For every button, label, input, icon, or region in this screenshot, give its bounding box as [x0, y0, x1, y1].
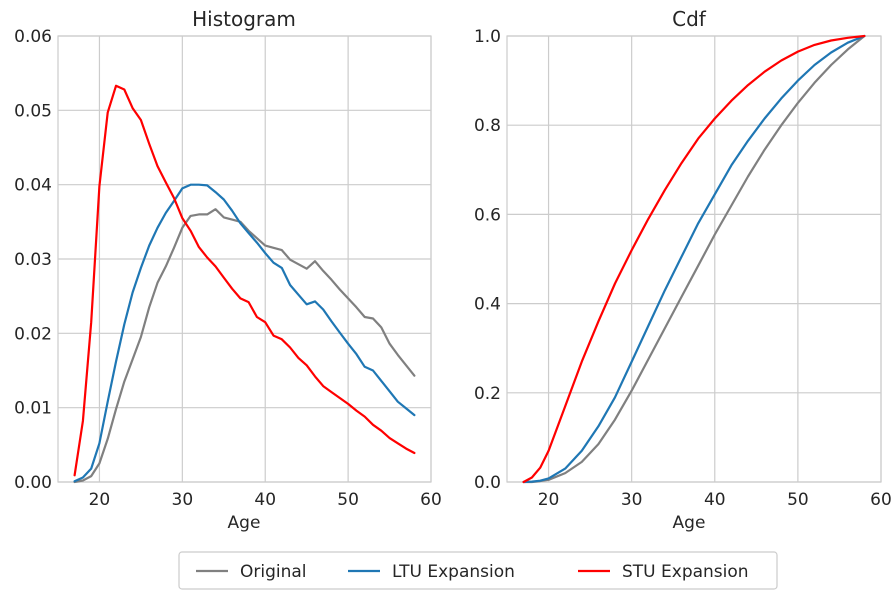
- cdf-ytick-label: 0.2: [474, 384, 501, 404]
- histogram-title: Histogram: [192, 7, 296, 31]
- legend-label-original: Original: [240, 562, 307, 582]
- cdf-ytick-label: 1.0: [474, 27, 501, 47]
- cdf-xtick-label: 50: [787, 490, 809, 510]
- histogram-xtick-label: 40: [254, 490, 276, 510]
- cdf-ytick-label: 0.0: [474, 473, 501, 493]
- histogram-ytick-label: 0.00: [14, 473, 52, 493]
- histogram-xtick-label: 30: [172, 490, 194, 510]
- histogram-ytick-label: 0.02: [14, 324, 52, 344]
- histogram-ytick-label: 0.03: [14, 250, 52, 270]
- cdf-xlabel: Age: [673, 513, 706, 533]
- histogram-ytick-label: 0.04: [14, 176, 52, 196]
- cdf-panel: Cdf Age 0.0 0.2 0.4 0.6 0.8 1.0 20 30 40 50 60: [474, 7, 892, 533]
- cdf-ytick-label: 0.8: [474, 116, 501, 136]
- histogram-ytick-label: 0.05: [14, 101, 52, 121]
- cdf-xtick-label: 40: [704, 490, 726, 510]
- cdf-xtick-label: 20: [538, 490, 560, 510]
- cdf-ytick-label: 0.4: [474, 295, 501, 315]
- histogram-series-original: [73, 208, 416, 484]
- cdf-xtick-label: 30: [621, 490, 643, 510]
- histogram-xtick-label: 60: [420, 490, 442, 510]
- cdf-series-ltu-expansion: [522, 34, 866, 484]
- histogram-panel: Histogram Age 0.00 0.01 0.02 0.03 0.04 0.05 0.…: [14, 7, 442, 533]
- cdf-series-stu-expansion: [522, 34, 866, 484]
- histogram-xtick-label: 20: [89, 490, 111, 510]
- histogram-xlabel: Age: [228, 513, 261, 533]
- legend-frame: [178, 551, 778, 590]
- cdf-title: Cdf: [672, 7, 707, 31]
- legend-label-ltu: LTU Expansion: [392, 562, 515, 582]
- cdf-plot-frame: [506, 35, 882, 483]
- histogram-xtick-label: 50: [337, 490, 359, 510]
- histogram-ytick-label: 0.01: [14, 399, 52, 419]
- histogram-series-stu-expansion: [73, 84, 416, 477]
- legend: Original LTU Expansion STU Expansion: [178, 551, 778, 590]
- cdf-series-original: [522, 34, 866, 484]
- histogram-series-ltu-expansion: [73, 183, 416, 483]
- legend-label-stu: STU Expansion: [622, 562, 749, 582]
- cdf-xtick-label: 60: [870, 490, 892, 510]
- histogram-ytick-label: 0.06: [14, 27, 52, 47]
- cdf-ytick-label: 0.6: [474, 205, 501, 225]
- histogram-plot-frame: [57, 35, 432, 483]
